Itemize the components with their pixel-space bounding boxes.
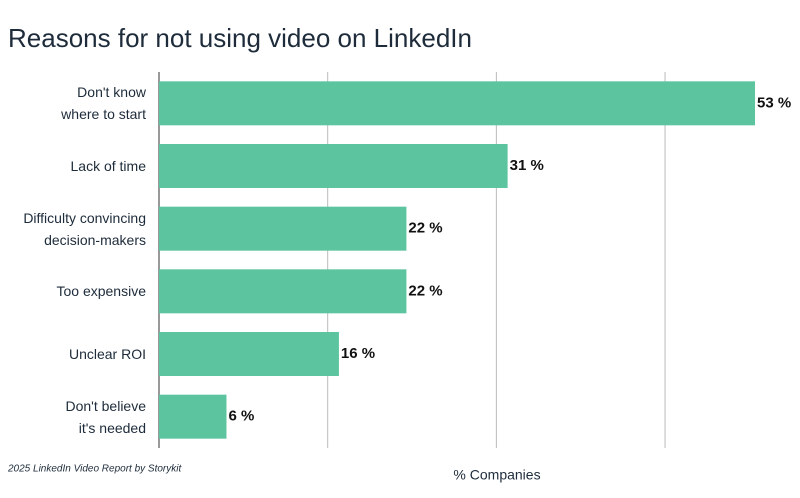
bar	[159, 332, 339, 376]
value-label: 22 %	[408, 220, 442, 237]
y-tick-label: Lack of time	[70, 158, 146, 174]
value-label: 53 %	[757, 94, 791, 111]
bar	[159, 206, 407, 251]
source: 2025 LinkedIn Video Report by Storykit	[7, 464, 182, 475]
y-tick-label: Don't believe it's needed	[65, 397, 147, 436]
bar	[159, 394, 227, 439]
y-tick-label: Difficulty convincing decision-makers	[23, 209, 146, 248]
bar	[159, 144, 508, 188]
value-label: 16 %	[341, 345, 375, 362]
chart-title: Reasons for not using video on LinkedIn	[8, 23, 472, 53]
y-tick-label: Too expensive	[56, 283, 146, 300]
bar	[159, 81, 756, 126]
bar	[159, 269, 407, 314]
value-label: 6 %	[228, 408, 254, 425]
value-label: 31 %	[510, 157, 544, 174]
y-tick-label: Unclear ROI	[68, 346, 146, 362]
value-label: 22 %	[408, 282, 442, 299]
y-tick-label: Don't know where to start	[61, 84, 146, 123]
x-axis-label: % Companies	[453, 467, 540, 483]
